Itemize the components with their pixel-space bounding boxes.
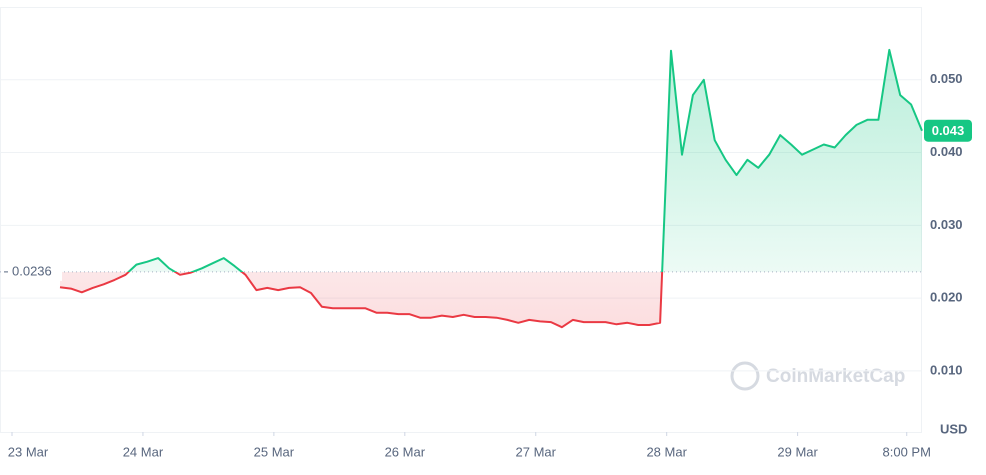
price-tag — [924, 119, 972, 142]
baseline-label: 0.0236 — [12, 263, 52, 278]
watermark: CoinMarketCap — [730, 361, 905, 391]
x-tick-label: 25 Mar — [254, 444, 295, 459]
x-tick-label: 23 Mar — [8, 444, 49, 459]
watermark-text: CoinMarketCap — [766, 366, 905, 387]
price-line — [59, 48, 923, 329]
y-tick-label: 0.020 — [930, 290, 963, 305]
price-tag-label: 0.043 — [932, 123, 965, 138]
x-tick-label: 8:00 PM — [883, 444, 931, 459]
y-tick-label: 0.030 — [930, 217, 963, 232]
baseline-label-bg — [4, 262, 62, 281]
y-tick-label: 0.050 — [930, 71, 963, 86]
x-tick-label: 24 Mar — [123, 444, 164, 459]
currency-label: USD — [940, 421, 967, 436]
x-tick-label: 29 Mar — [777, 444, 818, 459]
x-tick-label: 27 Mar — [516, 444, 557, 459]
price-area — [60, 49, 922, 328]
x-tick-label: 26 Mar — [385, 444, 426, 459]
y-tick-label: 0.040 — [930, 144, 963, 159]
y-tick-label: 0.010 — [930, 362, 963, 377]
x-tick-label: 28 Mar — [646, 444, 687, 459]
